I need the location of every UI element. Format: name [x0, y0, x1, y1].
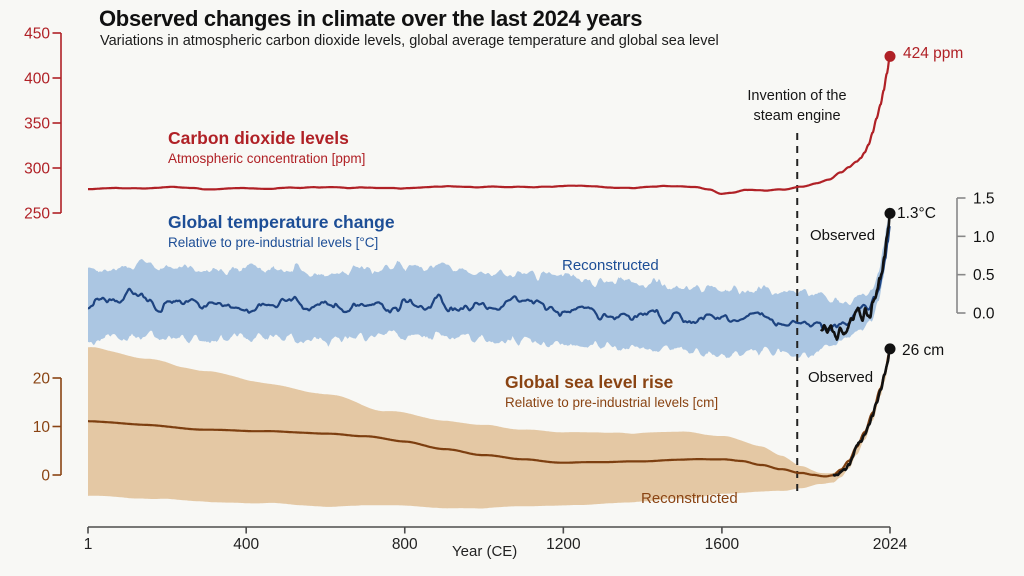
- steam-engine-annotation-line1: Invention of the: [747, 88, 847, 104]
- temperature-observed-line: [819, 212, 892, 341]
- sea-line: [87, 349, 891, 478]
- co2-axis-tick-label: 250: [24, 206, 50, 223]
- co2-end-value: 424 ppm: [903, 45, 964, 62]
- sea-level-series-subtitle: Relative to pre-industrial levels [cm]: [505, 395, 719, 410]
- sea-level-series-title: Global sea level rise: [505, 372, 674, 392]
- sea-axis: 0 10 20: [33, 371, 62, 485]
- sea-level-series-label: Global sea level rise Relative to pre-in…: [505, 372, 718, 410]
- temperature-axis: 0.0 0.5 1.0 1.5: [956, 191, 995, 323]
- temperature-axis-tick-label: 0.0: [973, 306, 995, 323]
- temperature-series-label: Global temperature change Relative to pr…: [168, 212, 395, 250]
- chart-title: Observed changes in climate over the las…: [99, 6, 643, 31]
- x-axis-tick-label: 1200: [546, 536, 581, 553]
- steam-engine-annotation-line2: steam engine: [753, 107, 841, 124]
- temperature-axis-tick-label: 1.0: [973, 229, 995, 246]
- sea-end-dot: [884, 343, 896, 355]
- sea-end-value: 26 cm: [902, 342, 945, 359]
- co2-axis-tick-label: 450: [24, 26, 50, 43]
- sea-axis-tick-label: 10: [33, 419, 51, 436]
- sea-observed-line: [832, 347, 892, 477]
- co2-axis-tick-label: 300: [24, 161, 50, 178]
- x-axis-tick-label: 2024: [873, 536, 908, 553]
- sea-reconstructed-label: Reconstructed: [641, 490, 738, 507]
- sea-observed-label: Observed: [808, 369, 874, 386]
- x-axis-label: Year (CE): [452, 543, 518, 560]
- steam-engine-annotation: Invention of the steam engine: [707, 87, 887, 126]
- temperature-axis-tick-label: 1.5: [973, 191, 995, 208]
- x-axis-tick-label: 1600: [705, 536, 740, 553]
- temp-end-value: 1.3°C: [897, 205, 936, 222]
- temperature-series-title: Global temperature change: [168, 212, 395, 232]
- temp-observed-label: Observed: [810, 227, 876, 244]
- co2-series-title: Carbon dioxide levels: [168, 128, 349, 148]
- co2-axis-tick-label: 350: [24, 116, 50, 133]
- co2-line: [87, 55, 891, 195]
- x-axis-tick-label: 400: [233, 536, 259, 553]
- co2-end-dot: [884, 50, 896, 62]
- temperature-end-dot: [884, 207, 896, 219]
- chart-subtitle: Variations in atmospheric carbon dioxide…: [100, 33, 719, 49]
- x-axis-tick-label: 800: [392, 536, 418, 553]
- x-axis: 1 400 800 1200 1600 2024: [84, 526, 908, 553]
- sea-axis-tick-label: 20: [33, 371, 51, 388]
- co2-axis-tick-label: 400: [24, 71, 50, 88]
- temperature-series-subtitle: Relative to pre-industrial levels [°C]: [168, 235, 379, 250]
- sea-axis-tick-label: 0: [41, 468, 50, 485]
- temperature-axis-tick-label: 0.5: [973, 267, 995, 284]
- co2-series-subtitle: Atmospheric concentration [ppm]: [168, 151, 366, 166]
- co2-axis: 250 300 350 400 450: [24, 26, 62, 223]
- temperature-line: [87, 225, 891, 332]
- x-axis-tick-label: 1: [84, 536, 93, 553]
- sea-uncertainty-band: [88, 346, 890, 509]
- co2-series-label: Carbon dioxide levels Atmospheric concen…: [168, 128, 365, 166]
- temp-reconstructed-label: Reconstructed: [562, 257, 659, 274]
